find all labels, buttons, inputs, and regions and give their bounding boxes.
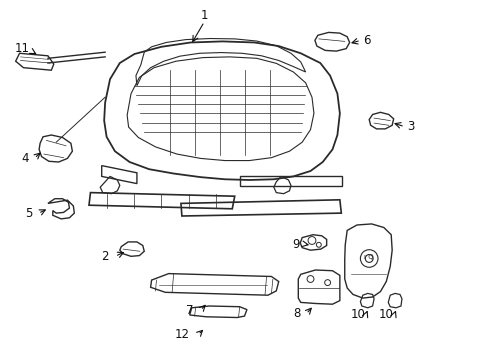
Text: ı Q: ı Q [364,255,373,260]
Text: 6: 6 [362,34,370,47]
Text: 2: 2 [101,250,109,263]
Text: 10: 10 [350,309,365,321]
Text: 8: 8 [293,307,301,320]
Text: 9: 9 [291,238,299,251]
Text: 1: 1 [200,9,208,22]
Text: 3: 3 [406,120,414,133]
Text: 4: 4 [21,152,29,165]
Text: 11: 11 [15,42,29,55]
Text: 5: 5 [24,207,32,220]
Text: 7: 7 [185,304,193,317]
Text: 12: 12 [174,328,189,341]
Text: 10: 10 [378,309,393,321]
